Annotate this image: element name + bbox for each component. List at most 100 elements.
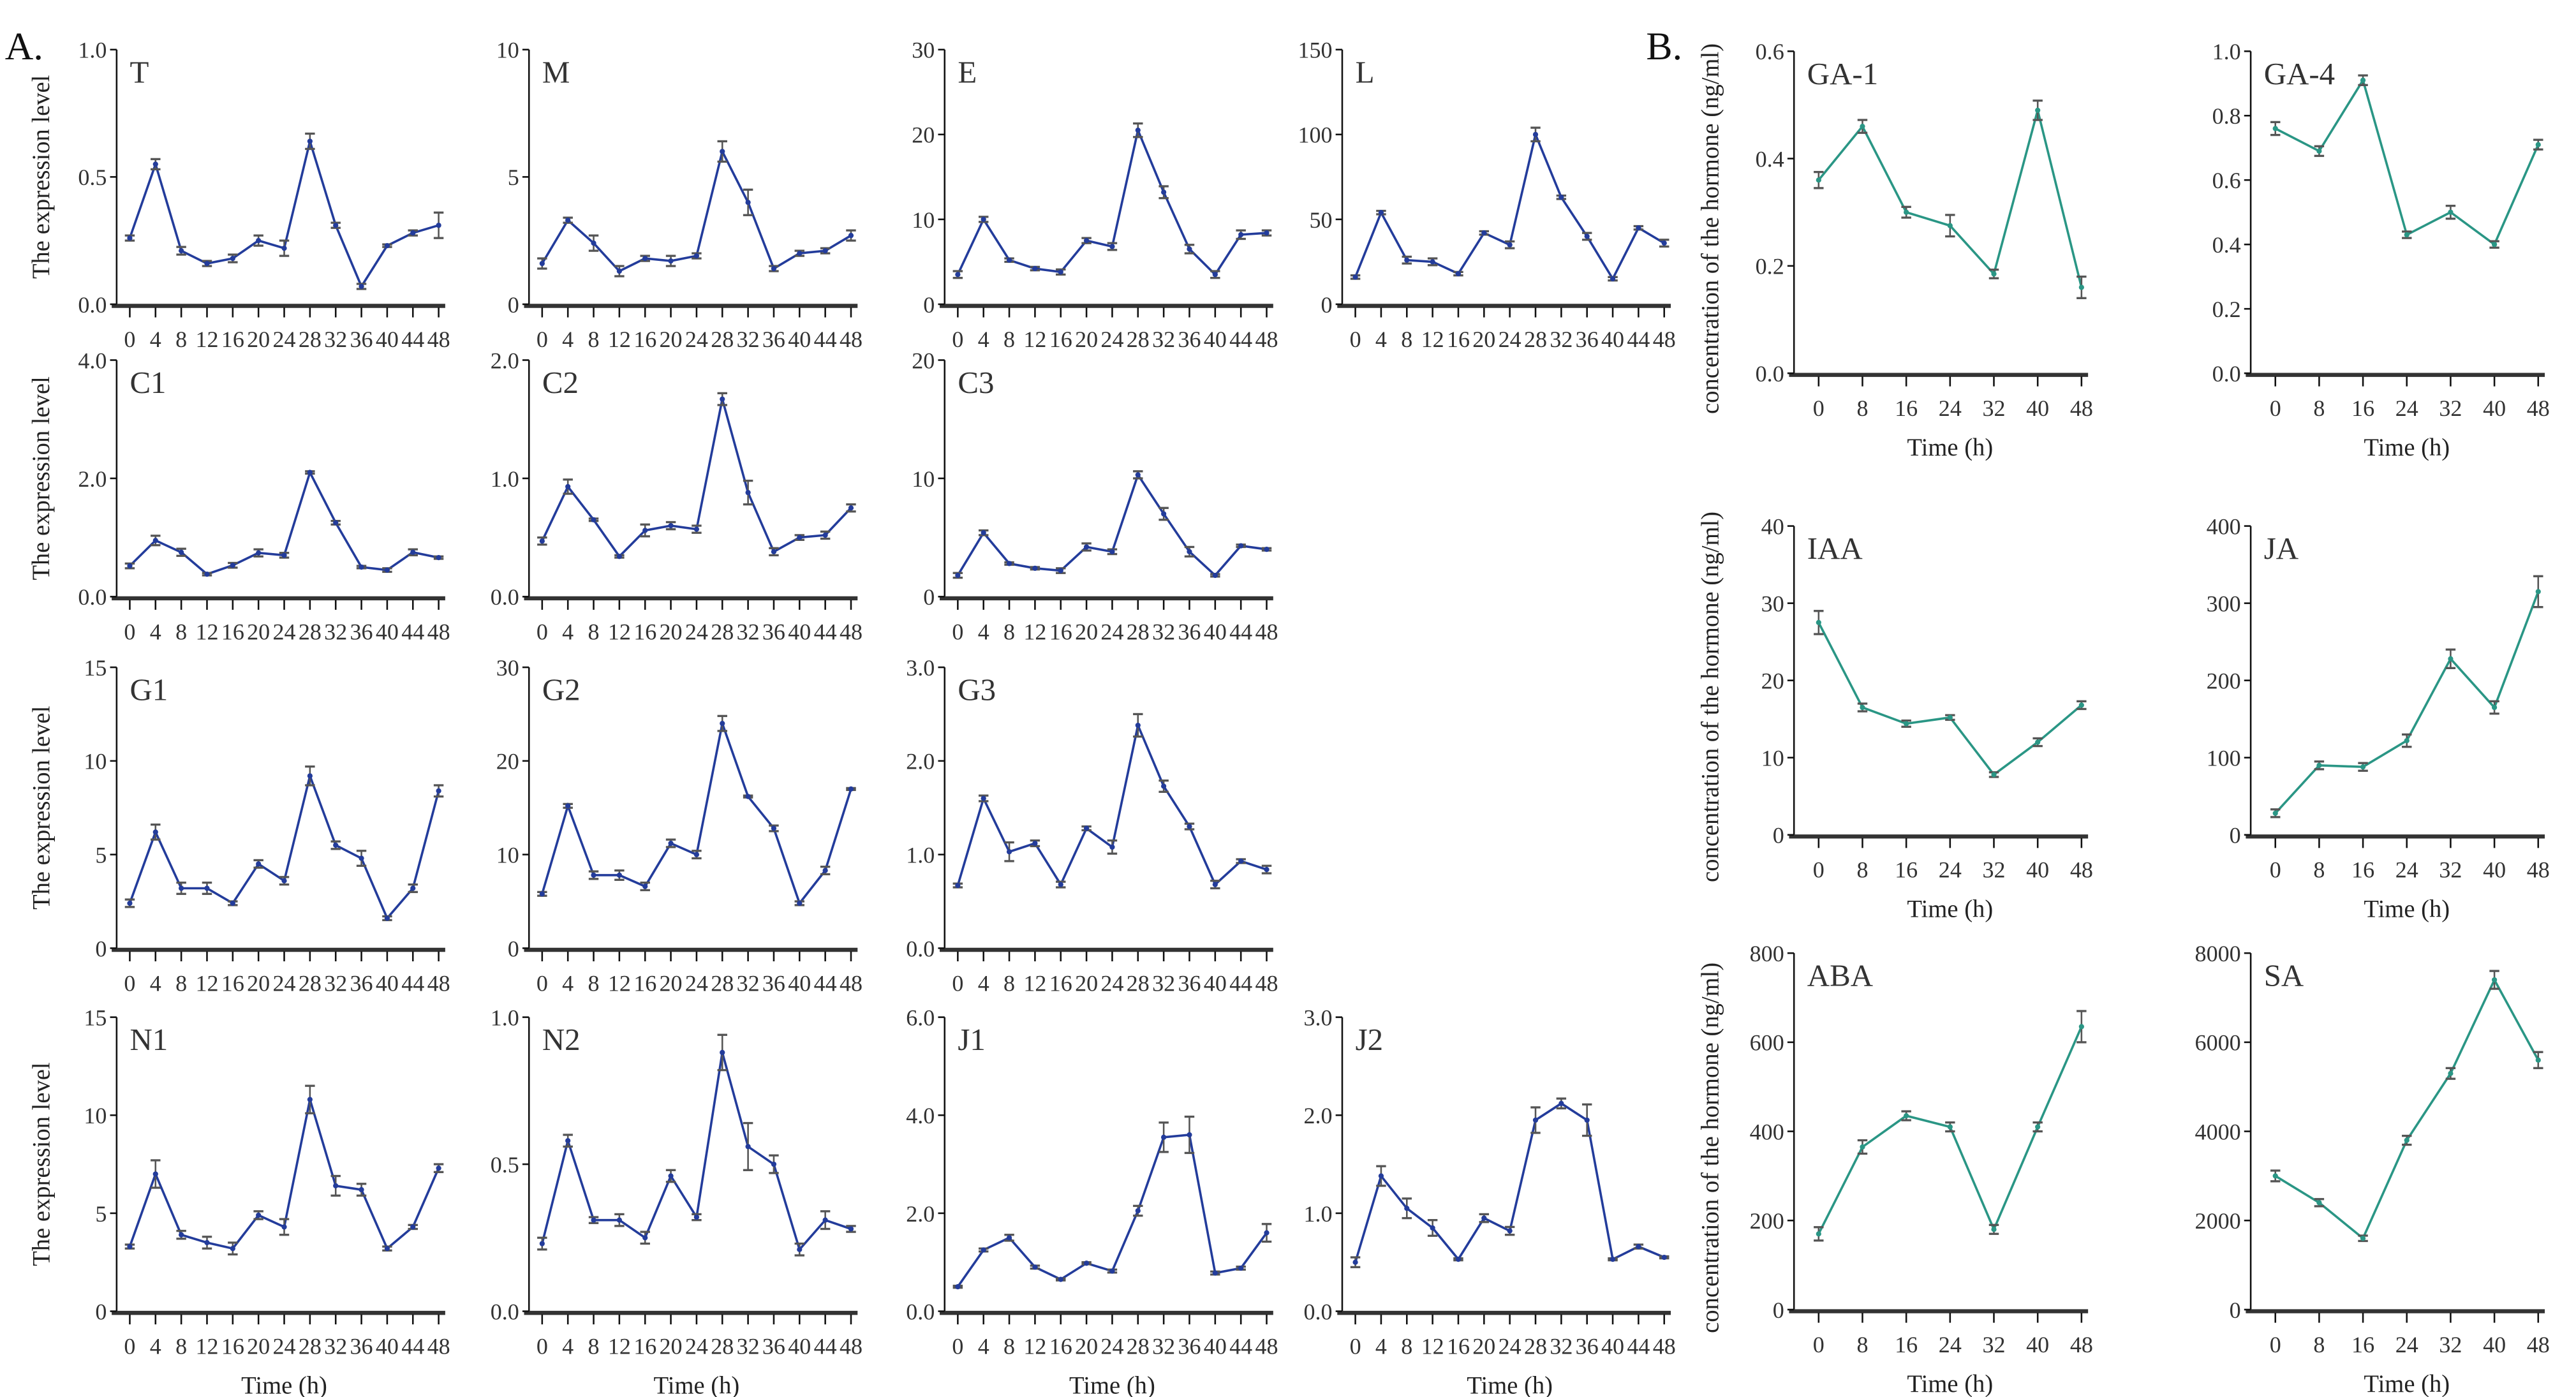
x-tick-label: 4 — [978, 619, 989, 644]
subplot-title: JA — [2264, 531, 2298, 566]
data-point — [642, 528, 648, 533]
data-point — [384, 915, 390, 921]
x-tick-label: 20 — [247, 1334, 270, 1359]
data-point — [668, 258, 674, 264]
y-tick-label: 10 — [912, 207, 935, 233]
data-point — [1661, 1254, 1667, 1260]
data-point — [230, 900, 235, 906]
x-tick-label: 16 — [221, 970, 244, 996]
x-tick-label: 0 — [1350, 1334, 1361, 1359]
data-point — [2316, 762, 2322, 768]
y-tick-label: 0 — [95, 1299, 107, 1324]
x-tick-label: 8 — [2313, 395, 2325, 421]
data-point — [204, 260, 210, 267]
data-point — [2272, 810, 2278, 816]
x-tick-label: 24 — [1100, 1334, 1123, 1359]
y-tick-label: 6.0 — [906, 1005, 935, 1030]
x-tick-label: 24 — [272, 970, 295, 996]
data-point — [1610, 276, 1616, 282]
data-point — [204, 1239, 210, 1246]
y-tick-label: 1.0 — [1303, 1201, 1332, 1227]
x-tick-label: 48 — [2527, 1332, 2550, 1357]
data-point — [720, 149, 725, 154]
x-tick-label: 24 — [1939, 857, 1962, 883]
subplot-title: J2 — [1356, 1022, 1384, 1057]
data-point — [1404, 1206, 1410, 1211]
y-tick-label: 0.8 — [2212, 103, 2241, 129]
data-point — [565, 1138, 571, 1144]
data-point — [230, 563, 235, 568]
y-tick-label: 0.0 — [78, 292, 107, 318]
data-point — [693, 1214, 700, 1220]
data-point — [1404, 257, 1410, 263]
data-point — [281, 552, 287, 558]
series-line — [956, 1134, 1268, 1288]
data-point — [1378, 1173, 1384, 1179]
x-tick-label: 8 — [1856, 857, 1868, 883]
y-tick-label: 300 — [2207, 591, 2241, 617]
data-point — [2448, 1070, 2454, 1076]
x-tick-label: 24 — [272, 1334, 295, 1359]
x-tick-label: 0 — [952, 327, 963, 352]
x-tick-label: 36 — [1576, 327, 1599, 352]
x-tick-label: 32 — [2439, 857, 2462, 883]
y-tick-label: 5 — [508, 165, 519, 190]
x-tick-label: 40 — [1601, 327, 1624, 352]
data-point — [1006, 1235, 1012, 1241]
data-point — [848, 505, 854, 511]
x-tick-label: 8 — [1003, 327, 1015, 352]
data-point — [591, 517, 596, 522]
data-point — [1991, 1227, 1997, 1232]
x-tick-label: 40 — [1204, 619, 1227, 644]
y-axis-label: concentration of the hormone (ng/ml) — [1698, 963, 1724, 1333]
y-tick-label: 600 — [1750, 1030, 1784, 1056]
data-point — [2404, 1137, 2409, 1143]
data-point — [1991, 271, 1997, 277]
data-point — [127, 900, 133, 906]
data-point — [745, 794, 751, 799]
data-point — [2360, 764, 2366, 770]
x-tick-label: 44 — [814, 970, 837, 996]
data-point — [333, 842, 339, 848]
subplot-ga-4: 0.0 0.2 0.4 0.6 0.8 1.0 0 8 16 24 32 40 48 GA-4 Time (… — [2212, 39, 2550, 461]
y-tick-label: 15 — [84, 1005, 107, 1030]
subplot-ga-1: 0.0 0.2 0.4 0.6 0 8 16 24 32 40 48 GA-1 Time (h) conc… — [1698, 39, 2093, 461]
x-tick-label: 28 — [711, 327, 734, 352]
x-tick-label: 36 — [762, 970, 785, 996]
data-point — [1212, 272, 1218, 277]
y-tick-label: 0 — [2230, 823, 2241, 848]
data-point — [1212, 882, 1218, 887]
data-point — [333, 1183, 339, 1189]
data-point — [1264, 1230, 1269, 1236]
data-point — [256, 550, 262, 556]
x-tick-label: 32 — [737, 619, 760, 644]
data-point — [1455, 270, 1462, 277]
x-tick-label: 32 — [737, 1334, 760, 1359]
x-tick-label: 16 — [1895, 857, 1918, 883]
x-tick-label: 28 — [711, 619, 734, 644]
x-tick-label: 20 — [1075, 327, 1098, 352]
data-point — [539, 1241, 545, 1246]
data-point — [152, 538, 158, 543]
data-point — [1212, 1270, 1218, 1276]
subplot-aba: 0 200 400 600 800 0 8 16 24 32 40 48 ABA Time (h) conc… — [1698, 941, 2093, 1397]
y-tick-label: 100 — [1298, 122, 1332, 148]
y-axis-label: The expression level — [28, 75, 55, 279]
data-point — [359, 1186, 364, 1193]
subplot-title: G3 — [958, 672, 996, 707]
data-point — [1378, 210, 1384, 216]
x-tick-label: 12 — [195, 327, 218, 352]
data-point — [436, 788, 441, 794]
x-tick-label: 32 — [1982, 1332, 2005, 1357]
x-tick-label: 40 — [1204, 1334, 1227, 1359]
data-point — [410, 230, 416, 236]
y-tick-label: 1.0 — [78, 38, 107, 63]
x-tick-label: 20 — [247, 619, 270, 644]
x-tick-label: 12 — [608, 327, 631, 352]
x-axis-label: Time (h) — [241, 1372, 327, 1397]
data-point — [1238, 858, 1244, 864]
